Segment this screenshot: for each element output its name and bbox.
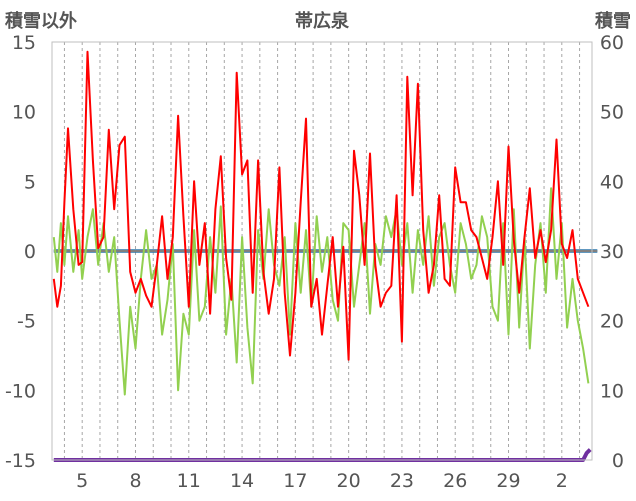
y-right-tick-label: 50 <box>600 102 624 124</box>
y-right-tick-label: 30 <box>600 241 624 263</box>
series-layer <box>52 50 598 462</box>
y-right-axis-label: 積雪 <box>594 10 631 32</box>
y-left-tick-labels: 15 10 5 0 -5 -10 -15 <box>5 32 36 472</box>
x-tick-label: 17 <box>283 470 307 492</box>
y-right-tick-label: 10 <box>600 380 624 402</box>
series-line <box>52 50 590 361</box>
grid-lines <box>63 42 581 460</box>
plot-border <box>51 41 593 461</box>
x-tick-label: 20 <box>337 470 361 492</box>
x-tick-label: 5 <box>76 470 88 492</box>
y-left-axis-label: 積雪以外 <box>4 10 77 32</box>
y-right-tick-labels: 60 50 40 30 20 10 0 <box>600 32 624 472</box>
y-left-tick-label: -15 <box>5 450 36 472</box>
x-tick-label: 29 <box>496 470 520 492</box>
y-right-tick-label: 0 <box>612 450 624 472</box>
x-tick-labels: 5 8 11 14 17 20 23 26 29 2 <box>76 470 568 492</box>
x-tick-label: 26 <box>443 470 467 492</box>
x-tick-label: 8 <box>129 470 141 492</box>
y-right-tick-label: 20 <box>600 311 624 333</box>
x-tick-label: 2 <box>556 470 568 492</box>
y-left-tick-label: 15 <box>12 32 36 54</box>
y-left-tick-label: -5 <box>17 311 36 333</box>
x-tick-label: 14 <box>230 470 254 492</box>
y-right-tick-label: 40 <box>600 171 624 193</box>
y-right-tick-label: 60 <box>600 32 624 54</box>
x-tick-label: 11 <box>177 470 201 492</box>
x-tick-label: 23 <box>390 470 414 492</box>
y-left-tick-label: 0 <box>24 241 36 263</box>
chart-title: 帯広泉 <box>295 10 350 32</box>
y-left-tick-label: 5 <box>24 171 36 193</box>
y-left-tick-label: -10 <box>5 380 36 402</box>
y-left-tick-label: 10 <box>12 102 36 124</box>
series-line <box>52 187 590 396</box>
